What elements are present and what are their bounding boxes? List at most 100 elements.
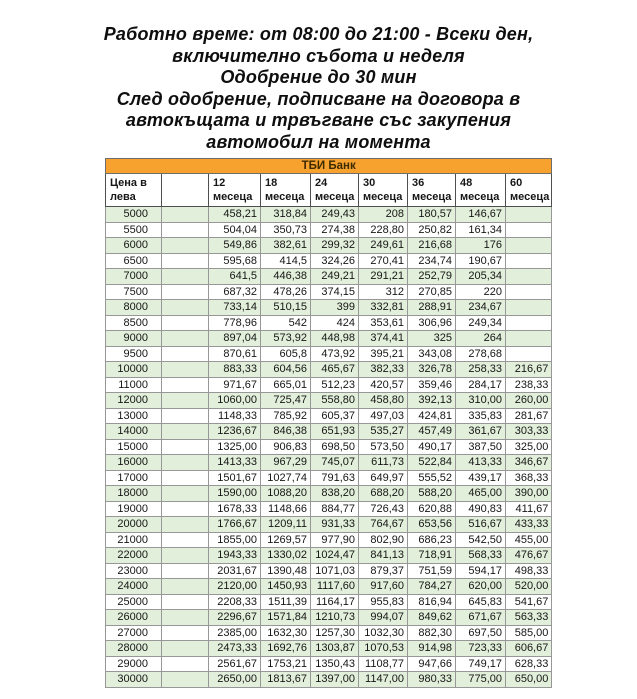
payment-cell: 1060,00 xyxy=(208,392,261,409)
payment-cell: 146,67 xyxy=(455,206,506,223)
header-line-dealership: автокъщата и трвъгване със закупения xyxy=(125,110,512,130)
spacer-cell xyxy=(161,314,209,331)
payment-cell: 588,20 xyxy=(407,485,456,502)
header-line-weekend: включително събота и неделя xyxy=(172,45,465,66)
spacer-cell xyxy=(161,485,209,502)
payment-cell: 1027,74 xyxy=(260,469,311,486)
payment-cell: 726,43 xyxy=(358,500,408,517)
price-cell: 6000 xyxy=(105,237,162,254)
table-row: 9000 897,04 573,92 448,98 374,41 325 264 xyxy=(105,330,553,347)
payment-cell: 208 xyxy=(358,206,408,223)
spacer-cell xyxy=(161,578,209,595)
payment-cell xyxy=(504,206,553,223)
table-row: 21000 1855,00 1269,57 977,90 802,90 686,23 542… xyxy=(105,531,553,548)
payment-cell: 2473,33 xyxy=(208,640,261,657)
header-line-after-approval: След одобрение, подписване на договора в xyxy=(116,88,521,109)
table-row: 8500 778,96 542 424 353,61 306,96 249,34 xyxy=(105,314,553,331)
payment-cell: 2208,33 xyxy=(208,593,261,610)
payment-cell: 520,00 xyxy=(504,578,553,595)
payment-cell: 775,00 xyxy=(455,671,506,688)
price-cell: 19000 xyxy=(105,500,162,517)
payment-cell: 220 xyxy=(455,283,506,300)
payment-cell: 1088,20 xyxy=(260,485,311,502)
month-header-48: 48 месеца xyxy=(455,173,506,207)
payment-cell xyxy=(504,299,553,316)
payment-cell: 303,33 xyxy=(504,423,553,440)
payment-cell: 906,83 xyxy=(260,438,311,455)
table-row: 6000 549,86 382,61 299,32 249,61 216,68 176 xyxy=(105,237,553,254)
payment-cell: 414,5 xyxy=(260,252,311,269)
payment-cell: 161,34 xyxy=(455,221,506,238)
payment-cell: 785,92 xyxy=(260,407,311,424)
payment-cell: 651,93 xyxy=(310,423,359,440)
table-row: 18000 1590,00 1088,20 838,20 688,20 588,20 465… xyxy=(105,485,553,502)
payment-cell: 650,00 xyxy=(504,671,553,688)
table-row: 7000 641,5 446,38 249,21 291,21 252,79 205,34 xyxy=(105,268,553,285)
payment-cell: 238,33 xyxy=(504,376,553,393)
payment-cell: 849,62 xyxy=(407,609,456,626)
payment-cell: 490,17 xyxy=(407,438,456,455)
spacer-cell xyxy=(161,547,209,564)
payment-cell: 490,83 xyxy=(455,500,506,517)
table-row: 25000 2208,33 1511,39 1164,17 955,83 816,94 64… xyxy=(105,593,553,610)
price-cell: 9500 xyxy=(105,345,162,362)
table-row: 10000 883,33 604,56 465,67 382,33 326,78 258,3… xyxy=(105,361,553,378)
table-row: 5000 458,21 318,84 249,43 208 180,57 146,67 xyxy=(105,206,553,223)
payment-cell: 802,90 xyxy=(358,531,408,548)
payment-cell: 326,78 xyxy=(407,361,456,378)
header-line-car-now: автомобил на момента xyxy=(206,131,431,152)
price-cell: 14000 xyxy=(105,423,162,440)
bank-banner-row: ТБИ Банк xyxy=(104,158,553,174)
payment-cell: 1236,67 xyxy=(208,423,261,440)
payment-cell: 264 xyxy=(455,330,506,347)
payment-cell: 374,15 xyxy=(310,283,359,300)
payment-cell: 605,8 xyxy=(260,345,311,362)
table-row: 20000 1766,67 1209,11 931,33 764,67 653,56 516… xyxy=(105,516,553,533)
payment-cell: 413,33 xyxy=(455,454,506,471)
payment-cell: 504,04 xyxy=(208,221,261,238)
spacer-cell xyxy=(161,392,209,409)
price-cell: 11000 xyxy=(105,376,162,393)
payment-cell xyxy=(504,237,553,254)
payment-cell: 448,98 xyxy=(310,330,359,347)
payment-cell: 387,50 xyxy=(455,438,506,455)
price-cell: 13000 xyxy=(105,407,162,424)
payment-cell: 420,57 xyxy=(358,376,408,393)
payment-cell: 816,94 xyxy=(407,593,456,610)
table-row: 13000 1148,33 785,92 605,37 497,03 424,81 335,… xyxy=(105,407,553,424)
payment-cell: 361,67 xyxy=(455,423,506,440)
payment-cell: 1390,48 xyxy=(260,562,311,579)
price-cell: 9000 xyxy=(105,330,162,347)
price-cell: 16000 xyxy=(105,454,162,471)
payment-cell: 382,33 xyxy=(358,361,408,378)
spacer-cell xyxy=(161,438,209,455)
payment-cell: 563,33 xyxy=(504,609,553,626)
table-body: 5000 458,21 318,84 249,43 208 180,57 146,67 550… xyxy=(105,206,553,688)
payment-cell: 395,21 xyxy=(358,345,408,362)
payment-cell: 846,38 xyxy=(260,423,311,440)
payment-cell: 947,66 xyxy=(407,655,456,672)
price-cell: 5500 xyxy=(105,221,162,238)
payment-cell: 1330,02 xyxy=(260,547,311,564)
payment-cell: 252,79 xyxy=(407,268,456,285)
payment-cell: 595,68 xyxy=(208,252,261,269)
payment-cell: 1501,67 xyxy=(208,469,261,486)
payment-cell: 914,98 xyxy=(407,640,456,657)
price-cell: 15000 xyxy=(105,438,162,455)
price-cell: 27000 xyxy=(105,624,162,641)
price-cell: 6500 xyxy=(105,252,162,269)
payment-cell: 764,67 xyxy=(358,516,408,533)
payment-cell: 585,00 xyxy=(504,624,553,641)
payment-cell: 558,80 xyxy=(310,392,359,409)
payment-cell: 879,37 xyxy=(358,562,408,579)
price-cell: 25000 xyxy=(105,593,162,610)
price-cell: 18000 xyxy=(105,485,162,502)
payment-cell: 2650,00 xyxy=(208,671,261,688)
payment-cell: 382,61 xyxy=(260,237,311,254)
payment-cell: 1303,87 xyxy=(310,640,359,657)
payment-cell: 542 xyxy=(260,314,311,331)
payment-cell: 374,41 xyxy=(358,330,408,347)
spacer-cell xyxy=(161,516,209,533)
price-cell: 7000 xyxy=(105,268,162,285)
table-row: 26000 2296,67 1571,84 1210,73 994,07 849,62 67… xyxy=(105,609,553,626)
